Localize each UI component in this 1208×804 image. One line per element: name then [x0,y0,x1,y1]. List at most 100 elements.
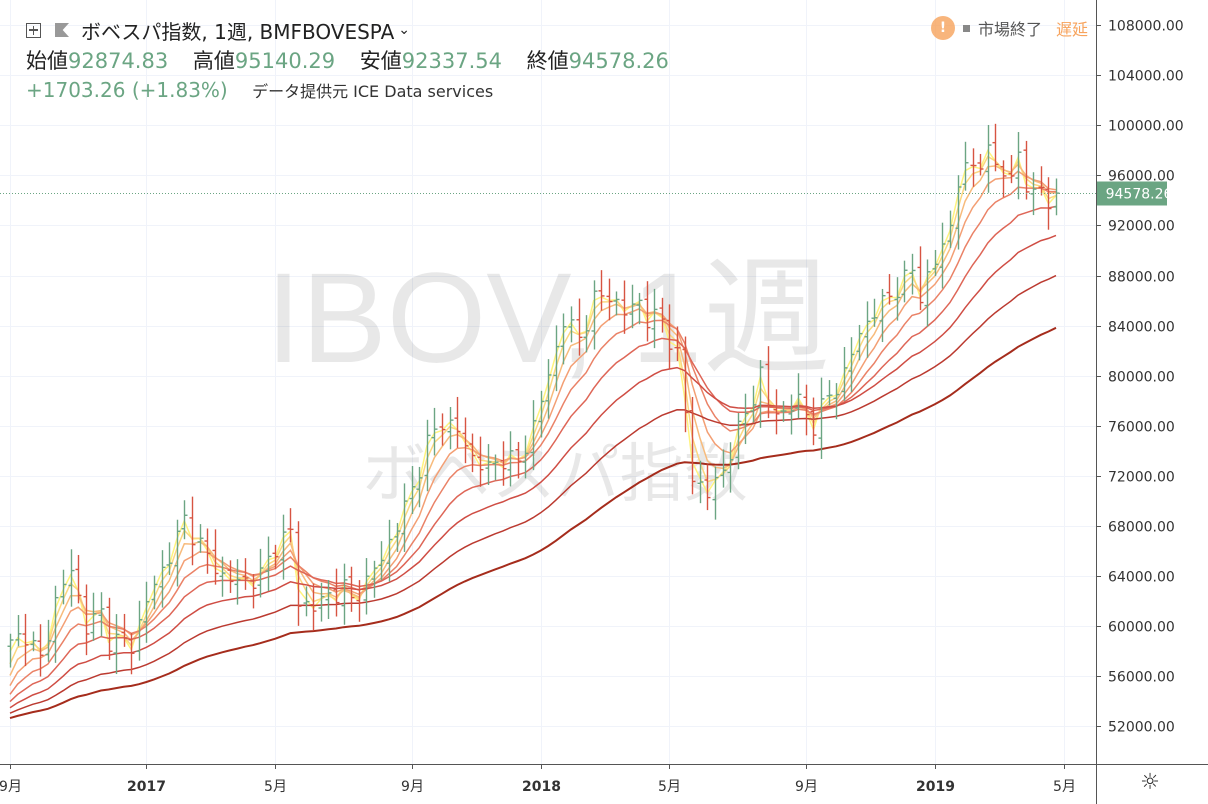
ohlc-row: 始値92874.83 高値95140.29 安値92337.54 終値94578… [26,46,687,76]
price-tick-label-3: 96000.00 [1108,169,1175,185]
price-tick-label-2: 100000.00 [1108,119,1184,135]
ohlc-bar [810,397,817,446]
ohlc-bar [280,514,287,580]
ohlc-bar [500,441,507,486]
price-axis[interactable]: 108000.00 104000.00 100000.00 96000.00 92000… [1096,0,1208,764]
ohlc-bar [121,613,128,647]
ohlc-bar [348,566,355,612]
data-source: データ提供元 ICE Data services [252,82,494,101]
ohlc-bar [75,554,82,604]
low-value: 92337.54 [401,49,502,73]
ohlc-bar [143,581,150,643]
ohlc-bar [60,569,67,605]
ohlc-bar [720,449,727,488]
ohlc-bar [7,633,14,668]
delayed-label[interactable]: 遅延 [1055,20,1088,39]
ohlc-bar [90,592,97,641]
last-price-text: 94578.26 [1106,187,1173,203]
ohlc-bar [651,288,658,349]
price-tick-label-9: 72000.00 [1108,470,1175,486]
time-tick-label-2: 5月 [264,779,287,795]
ohlc-bar [181,500,188,540]
warning-icon[interactable]: ! [930,16,955,40]
price-tick-label-8: 76000.00 [1108,420,1175,436]
ohlc-bar [1000,160,1007,198]
ohlc-bar [469,433,476,473]
ohlc-bar [250,574,257,609]
ohlc-bar [939,222,946,289]
close-label: 終値 [526,49,569,73]
settings-gear-icon[interactable]: ☼ [1140,770,1160,795]
ohlc-bar [795,373,802,419]
ohlc-bar [409,466,416,514]
ohlc-bar [841,347,848,401]
ohlc-bar [629,284,636,329]
add-symbol-icon[interactable] [26,22,41,38]
time-tick-label-5: 5月 [658,779,681,795]
ohlc-bar [515,441,522,479]
ohlc-bar [636,292,643,325]
chevron-down-icon[interactable]: ⌄ [398,22,411,38]
flag-icon[interactable] [55,23,69,37]
ohlc-bar [576,298,583,356]
ohlc-bar [894,277,901,321]
ohlc-bar [962,141,969,191]
ohlc-bar [765,346,772,419]
symbol-row[interactable]: ボベスパ指数, 1週, BMFBOVESPA ⌄ [26,14,687,46]
ohlc-bar [864,301,871,358]
ohlc-bar [803,384,810,436]
price-tick-label-12: 60000.00 [1108,620,1175,636]
time-axis[interactable]: 9月 2017 5月 9月 2018 5月 9月 2019 5月 [0,764,1208,804]
ohlc-bar [52,585,59,663]
ohlc-bar [212,529,219,585]
ohlc-bar [909,253,916,295]
ohlc-bar [659,297,666,333]
time-tick-label-1: 2017 [127,779,166,795]
ohlc-bar [128,633,135,675]
ohlc-bar [568,306,575,343]
time-tick-label-8: 5月 [1053,779,1076,795]
ohlc-bar [454,396,461,448]
ohlc-bar [287,508,294,543]
ohlc-bar [318,582,325,622]
ohlc-bar [189,496,196,566]
ohlc-bar [1038,166,1045,196]
ohlc-bar [856,324,863,361]
high-value: 95140.29 [234,49,336,73]
square-dot-icon [962,24,970,32]
ohlc-bar [462,417,469,464]
price-tick-label-5: 88000.00 [1108,270,1175,286]
low-label: 安値 [359,49,402,73]
ohlc-bar [750,385,757,423]
ohlc-bar [174,519,181,587]
ohlc-bar [735,412,742,470]
ohlc-bar [666,304,673,369]
ohlc-bar [272,544,279,570]
ohlc-bars [7,123,1060,677]
price-tick-label-11: 64000.00 [1108,570,1175,586]
price-tick-label-14: 52000.00 [1108,720,1175,736]
ohlc-bar [30,631,37,652]
ohlc-bar [416,466,423,508]
ohlc-bar [598,270,605,311]
ohlc-bar [159,550,166,608]
ohlc-bar [697,460,704,504]
ohlc-bar [303,586,310,617]
ohlc-bar [234,559,241,605]
ohlc-bar [613,291,620,316]
ohlc-bar [227,560,234,593]
high-label: 高値 [192,49,235,73]
ohlc-bar [83,584,90,656]
price-tick-label-7: 80000.00 [1108,370,1175,386]
symbol-title[interactable]: ボベスパ指数, 1週, BMFBOVESPA [81,19,395,44]
ohlc-bar [310,583,317,631]
time-tick-label-6: 9月 [795,779,818,795]
market-status[interactable]: ! 市場終了 遅延 [930,16,1088,40]
ohlc-bar [1045,177,1052,230]
ohlc-bar [477,436,484,487]
price-tick-label-10: 68000.00 [1108,520,1175,536]
ohlc-bar [553,325,560,392]
ohlc-bar [37,624,44,677]
market-closed-label: 市場終了 [977,20,1042,39]
